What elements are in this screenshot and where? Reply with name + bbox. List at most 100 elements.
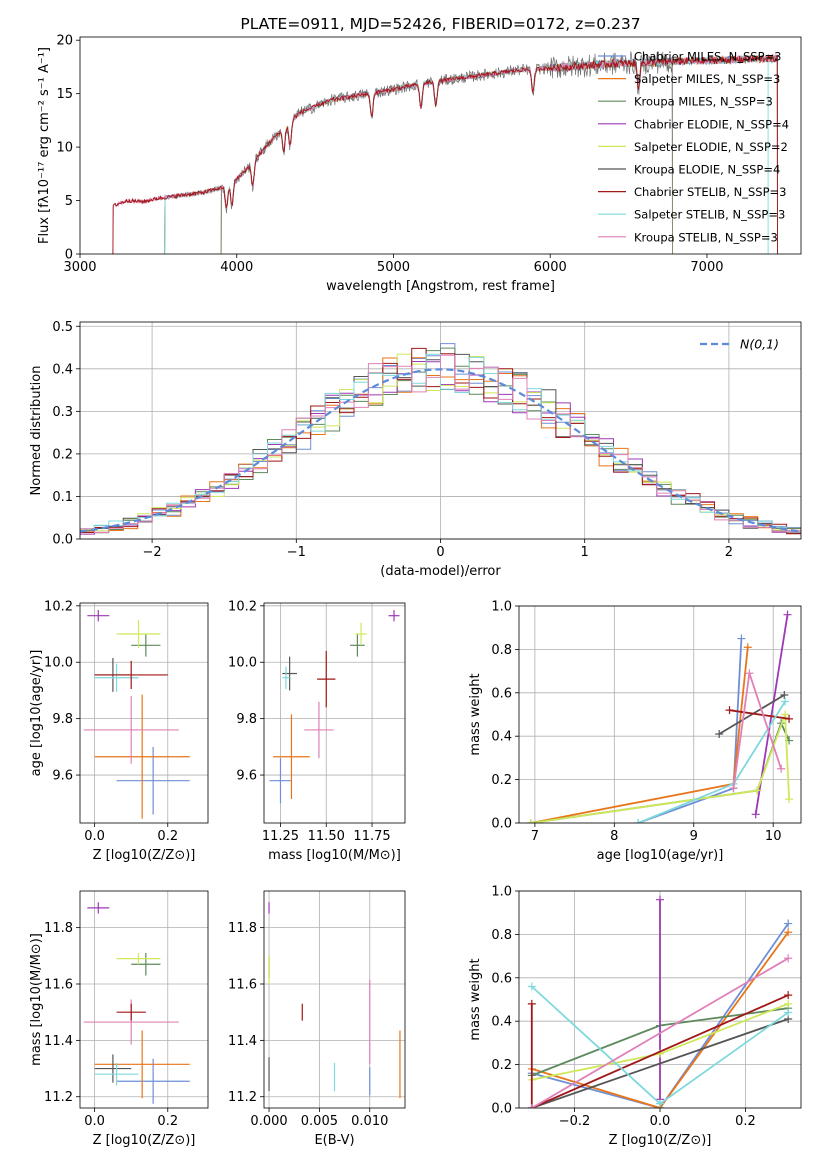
- x-tick-label: 7: [531, 829, 539, 844]
- y-tick-label: 1.0: [491, 600, 512, 615]
- x-tick-label: 3000: [63, 260, 96, 275]
- mass-weight-point: [656, 895, 664, 904]
- plot-area-mass-vs-Z: [83, 902, 190, 1104]
- y-tick-label: 0: [65, 248, 73, 263]
- mass-weight-point: [725, 706, 734, 715]
- x-tick-label: 0.2: [735, 1114, 756, 1129]
- mass-weight-point: [715, 730, 724, 739]
- y-tick-label: 0.8: [491, 928, 512, 943]
- x-tick-label: 11.25: [262, 829, 299, 844]
- mass-weight-point: [781, 697, 790, 706]
- legend-entry: Kroupa ELODIE, N_SSP=4: [634, 163, 780, 177]
- y-tick-label: 15: [56, 87, 73, 102]
- x-tick-label: −0.2: [559, 1114, 591, 1129]
- axes-frame: [263, 890, 406, 1109]
- x-axis-label: Z [log10(Z/Z⊙)]: [609, 1133, 712, 1148]
- x-tick-label: 4000: [220, 260, 253, 275]
- panel-mass-vs-Z: 0.0 0.2 11.2 11.4 11.6 11.8 Z [log10(Z/Z⊙)] mas…: [29, 890, 209, 1148]
- y-tick-label: 0.3: [52, 405, 73, 420]
- x-tick-label: 1: [581, 545, 589, 560]
- plot-area-spectrum: [112, 51, 778, 254]
- x-axis-label: Z [log10(Z/Z⊙)]: [93, 848, 196, 863]
- axes-frame: [263, 602, 406, 824]
- mass-weight-point: [737, 634, 746, 643]
- x-tick-label: 0.0: [84, 829, 105, 844]
- plot-area-age-vs-Z: [83, 610, 190, 819]
- y-axis-label: age [log10(age/yr)]: [29, 650, 44, 777]
- axes-frame: [79, 890, 209, 1109]
- mass-weight-point: [729, 784, 738, 793]
- mass-weight-point: [784, 919, 793, 928]
- y-axis-label: mass weight: [468, 673, 483, 755]
- y-tick-label: 11.2: [44, 1090, 73, 1105]
- axes-frame: [79, 36, 802, 255]
- y-tick-label: 0.6: [491, 971, 512, 986]
- y-tick-label: 10.2: [228, 599, 257, 614]
- x-tick-label: 0: [436, 545, 444, 560]
- y-tick-label: 11.4: [44, 1034, 73, 1049]
- x-tick-label: 9: [690, 829, 698, 844]
- mass-weight-series-line: [530, 720, 790, 823]
- y-tick-label: 11.8: [44, 921, 73, 936]
- y-tick-label: 0.0: [491, 817, 512, 832]
- panel-age-vs-mass: 11.25 11.50 11.75 9.6 9.8 10.0 10.2 mass [log10…: [228, 599, 406, 863]
- histogram-series: [80, 354, 801, 535]
- mass-weight-point: [656, 1099, 664, 1108]
- legend-entry: Salpeter MILES, N_SSP=3: [634, 72, 780, 86]
- panel-age-vs-Z: 0.0 0.2 9.6 9.8 10.0 10.2 Z [log10(Z/Z⊙)] age […: [29, 599, 209, 863]
- x-axis-label: age [log10(age/yr)]: [597, 848, 724, 863]
- mass-weight-point: [783, 610, 792, 619]
- y-tick-label: 9.8: [52, 712, 73, 727]
- axes-frame: [79, 602, 209, 824]
- legend-entry: Salpeter ELODIE, N_SSP=2: [634, 140, 788, 154]
- spectrum-series-line: [220, 57, 673, 254]
- legend-entry: Chabrier ELODIE, N_SSP=4: [634, 117, 789, 131]
- panel-spectrum: 3000 4000 5000 6000 7000 0 5 10 15 20 wavelength […: [37, 15, 802, 294]
- x-tick-label: −1: [287, 545, 306, 560]
- axes-frame: [518, 605, 802, 824]
- mass-weight-series-line: [530, 994, 789, 1108]
- y-tick-label: 1.0: [491, 885, 512, 900]
- y-tick-label: 9.6: [52, 769, 73, 784]
- y-tick-label: 20: [56, 34, 73, 49]
- mass-weight-point: [527, 1104, 536, 1108]
- mass-weight-point: [784, 1008, 793, 1017]
- mass-weight-point: [781, 710, 790, 719]
- mass-weight-point: [527, 982, 536, 991]
- panel-massweight-vs-age: 7 8 9 10 0.0 0.2 0.4 0.6 0.8 1.0 age [log10(age/yr…: [468, 600, 802, 863]
- y-tick-label: 0.0: [52, 533, 73, 548]
- y-tick-label: 0.8: [491, 643, 512, 658]
- panel-mass-vs-EBV: 0.000 0.005 0.010 11.2 11.4 11.6 11.8 E(B-V): [228, 890, 406, 1148]
- y-axis-label: Flux [fλ10⁻¹⁷ erg cm⁻² s⁻¹ A⁻¹]: [37, 47, 52, 244]
- mass-weight-point: [785, 795, 794, 804]
- legend-entry: Chabrier MILES, N_SSP=3: [634, 50, 781, 64]
- y-tick-label: 11.4: [228, 1034, 257, 1049]
- y-tick-label: 11.6: [44, 978, 73, 993]
- x-tick-label: 0.000: [250, 1114, 287, 1129]
- normal-reference-curve: [80, 368, 801, 533]
- x-tick-label: 7000: [690, 260, 723, 275]
- plot-area-massweight-vs-Z: [527, 895, 793, 1108]
- legend-entry: Salpeter STELIB, N_SSP=3: [634, 208, 785, 222]
- mass-weight-point: [777, 764, 786, 773]
- x-tick-label: 0.2: [157, 829, 178, 844]
- mass-weight-point: [753, 786, 762, 795]
- mass-weight-point: [743, 643, 752, 652]
- mass-weight-point: [780, 690, 789, 699]
- y-tick-label: 10.2: [44, 599, 73, 614]
- y-axis-label: Normed distribution: [29, 366, 44, 496]
- y-tick-label: 0.2: [491, 1058, 512, 1073]
- plot-area-mass-vs-EBV: [268, 902, 401, 1099]
- y-tick-label: 0.2: [491, 773, 512, 788]
- mass-weight-point: [527, 999, 536, 1008]
- y-tick-label: 0.0: [491, 1102, 512, 1117]
- mass-weight-point: [745, 669, 754, 678]
- mass-weight-point: [526, 819, 535, 823]
- mass-weight-series-line: [531, 1018, 789, 1108]
- y-tick-label: 10: [56, 141, 73, 156]
- y-axis-label: mass [log10(M/M⊙)]: [29, 933, 44, 1066]
- y-tick-label: 10.0: [44, 656, 73, 671]
- x-tick-label: 2: [725, 545, 733, 560]
- legend-entry: Kroupa MILES, N_SSP=3: [634, 95, 773, 109]
